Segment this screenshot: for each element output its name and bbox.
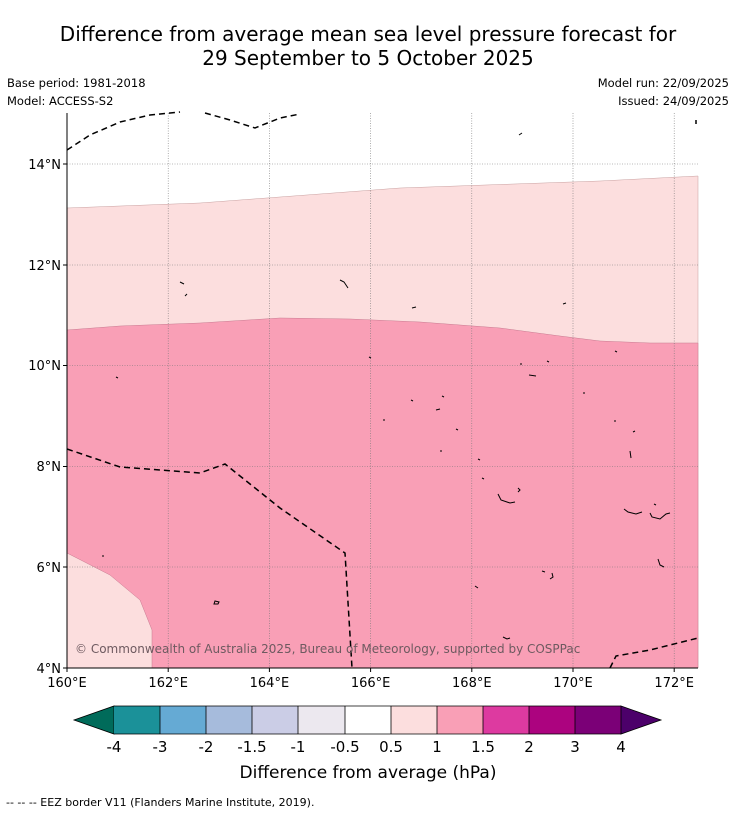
chart-title: Difference from average mean sea level p… xyxy=(0,22,736,70)
colorbar-segment xyxy=(575,706,621,734)
colorbar-tick: -4 xyxy=(107,738,122,756)
colorbar-tick: -2 xyxy=(199,738,214,756)
colorbar-segment xyxy=(529,706,575,734)
colorbar-tick: 0.5 xyxy=(379,738,403,756)
colorbar-tick: -3 xyxy=(153,738,168,756)
lat-axis-labels: 14°N 12°N 10°N 8°N 6°N 4°N xyxy=(28,158,61,677)
colorbar-segment xyxy=(206,706,252,734)
islands xyxy=(102,132,671,640)
base-period: Base period: 1981-2018 xyxy=(7,76,146,90)
title-line-2: 29 September to 5 October 2025 xyxy=(202,46,534,70)
colorbar-tick: -1.5 xyxy=(237,738,266,756)
gridlines xyxy=(67,113,698,668)
colorbar-label: Difference from average (hPa) xyxy=(240,763,497,783)
colorbar-segment xyxy=(391,706,437,734)
colorbar-tick: -1 xyxy=(291,738,306,756)
model-run: Model run: 22/09/2025 xyxy=(597,76,729,90)
lat-label: 6°N xyxy=(37,561,62,576)
lon-label: 168°E xyxy=(452,676,492,691)
metadata-left: Base period: 1981-2018 Model: ACCESS-S2 xyxy=(7,74,146,110)
region-1-to-1.5 xyxy=(66,317,699,669)
colorbar-high-arrow xyxy=(620,705,663,735)
copyright-notice: © Commonwealth of Australia 2025, Bureau… xyxy=(75,642,580,656)
lat-label: 10°N xyxy=(28,359,61,374)
lon-label: 164°E xyxy=(250,676,290,691)
colorbar-segment xyxy=(160,706,206,734)
colorbar-segment xyxy=(345,706,391,734)
colorbar-segment xyxy=(252,706,298,734)
colorbar-segment xyxy=(483,706,529,734)
colorbar-segment xyxy=(114,706,160,734)
colorbar-ticks: -4 -3 -2 -1.5 -1 -0.5 0.5 1 1.5 2 3 4 xyxy=(107,738,626,756)
colorbar-tick: 1.5 xyxy=(471,738,495,756)
colorbar-low-arrow xyxy=(72,705,115,735)
lat-label: 8°N xyxy=(37,460,62,475)
lon-label: 166°E xyxy=(351,676,391,691)
eez-legend-note: -- -- -- EEZ border V11 (Flanders Marine… xyxy=(6,796,315,809)
title-line-1: Difference from average mean sea level p… xyxy=(59,22,677,46)
model-name: Model: ACCESS-S2 xyxy=(7,94,114,108)
lat-label: 14°N xyxy=(28,158,61,173)
tick-marks xyxy=(63,163,675,672)
lon-label: 170°E xyxy=(553,676,593,691)
colorbar-segment xyxy=(298,706,345,734)
colorbar-tick: 2 xyxy=(524,738,534,756)
lon-label: 172°E xyxy=(654,676,694,691)
colorbar-tick: 1 xyxy=(432,738,442,756)
issued-date: Issued: 24/09/2025 xyxy=(618,94,729,108)
colorbar-tick: -0.5 xyxy=(330,738,359,756)
metadata-right: Model run: 22/09/2025 Issued: 24/09/2025 xyxy=(598,74,729,110)
lon-label: 160°E xyxy=(47,676,87,691)
lat-label: 12°N xyxy=(28,259,61,274)
colorbar-tick: 3 xyxy=(570,738,580,756)
eez-borders xyxy=(66,111,699,669)
lon-label: 162°E xyxy=(148,676,188,691)
lat-label: 4°N xyxy=(37,662,62,677)
lon-axis-labels: 160°E 162°E 164°E 166°E 168°E 170°E 172°… xyxy=(47,676,694,691)
map-panel: 160°E 162°E 164°E 166°E 168°E 170°E 172°… xyxy=(28,111,699,691)
colorbar: -4 -3 -2 -1.5 -1 -0.5 0.5 1 1.5 2 3 4 Di… xyxy=(72,705,663,783)
colorbar-tick: 4 xyxy=(616,738,626,756)
colorbar-segment xyxy=(437,706,483,734)
